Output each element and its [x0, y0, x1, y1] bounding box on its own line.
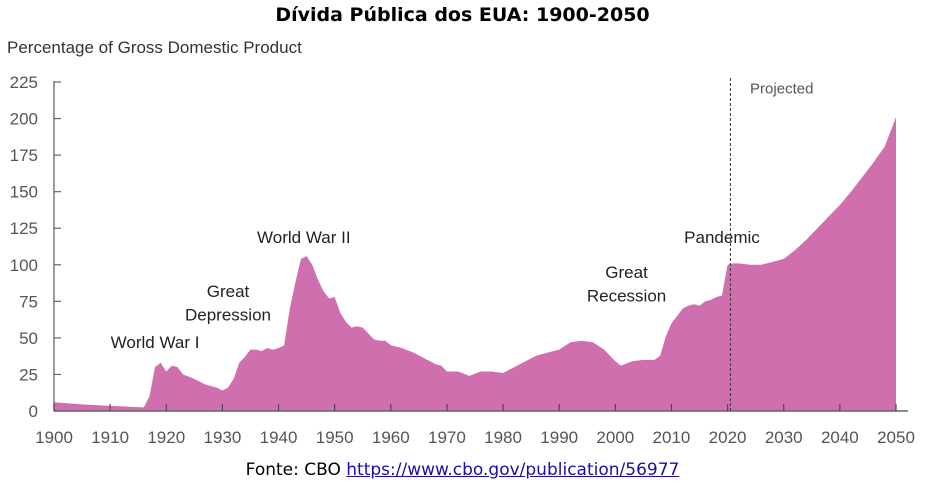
annotation-projected: Projected [750, 81, 813, 98]
annotation-great: Great [605, 263, 648, 282]
y-tick-label: 75 [19, 292, 38, 311]
x-tick-label: 2020 [709, 428, 747, 447]
x-tick-label: 1930 [203, 428, 241, 447]
annotation-great: Great [207, 282, 250, 301]
x-tick-label: 2030 [765, 428, 803, 447]
y-axis-title: Percentage of Gross Domestic Product [7, 38, 302, 57]
annotation-world-war-i: World War I [111, 333, 200, 352]
y-tick-label: 100 [10, 256, 38, 275]
x-tick-label: 1980 [484, 428, 522, 447]
x-tick-label: 1990 [540, 428, 578, 447]
x-tick-label: 2000 [596, 428, 634, 447]
x-tick-label: 1950 [316, 428, 354, 447]
annotation-pandemic: Pandemic [684, 228, 760, 247]
y-tick-label: 175 [10, 146, 38, 165]
y-tick-label: 150 [10, 183, 38, 202]
chart-title: Dívida Pública dos EUA: 1900-2050 [275, 4, 650, 26]
source-citation: Fonte: CBO https://www.cbo.gov/publicati… [0, 460, 925, 480]
source-prefix: Fonte: CBO [245, 460, 341, 480]
x-tick-label: 1960 [372, 428, 410, 447]
x-tick-label: 2010 [653, 428, 691, 447]
x-tick-label: 1970 [428, 428, 466, 447]
annotation-depression: Depression [185, 305, 271, 324]
axes-layer: 0 25 50 75 100 125 150 175 200 225 1900 1910 1920 193… [10, 73, 915, 447]
y-tick-label: 50 [19, 329, 38, 348]
x-tick-label: 2050 [877, 428, 915, 447]
y-tick-label: 0 [29, 402, 38, 421]
y-tick-label: 125 [10, 219, 38, 238]
x-tick-label: 1920 [147, 428, 185, 447]
x-tick-label: 1910 [91, 428, 129, 447]
annotation-layer: World War I Great Depression World War II Gr… [111, 81, 814, 352]
annotation-world-war-ii: World War II [257, 228, 351, 247]
y-tick-label: 200 [10, 110, 38, 129]
annotation-recession: Recession [587, 286, 666, 305]
x-tick-label: 1940 [260, 428, 298, 447]
source-link[interactable]: https://www.cbo.gov/publication/56977 [346, 460, 680, 480]
area-layer [54, 117, 896, 411]
debt-area-series [54, 117, 896, 411]
y-tick-label: 25 [19, 365, 38, 384]
x-tick-label: 2040 [821, 428, 859, 447]
x-tick-label: 1900 [35, 428, 73, 447]
y-tick-label: 225 [10, 73, 38, 92]
